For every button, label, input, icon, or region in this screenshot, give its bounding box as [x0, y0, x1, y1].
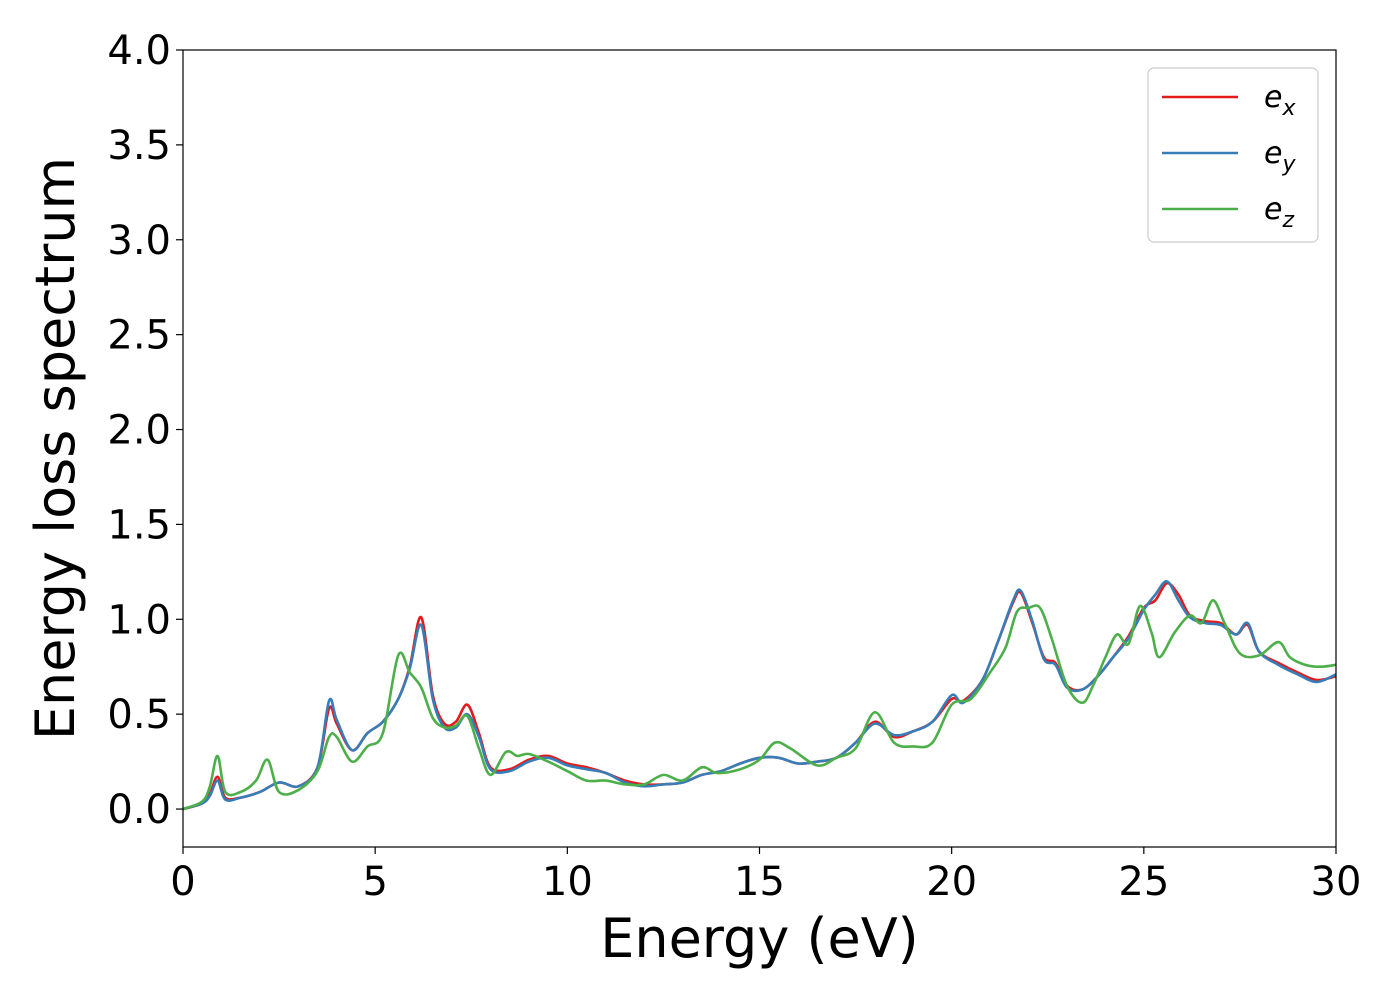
x-tick-label: 30: [1311, 859, 1362, 905]
y-axis-ticks: 0.0 0.5 1.0 1.5 2.0 2.5 3.0 3.5 4.0: [107, 28, 183, 833]
legend: ex ey ez: [1147, 67, 1319, 243]
x-tick-label: 10: [542, 859, 593, 905]
series-line-x: [183, 581, 1336, 811]
x-tick-label: 25: [1118, 859, 1169, 905]
y-tick-label: 0.0: [107, 787, 171, 833]
legend-box: [1147, 67, 1319, 243]
series-line-z: [183, 599, 1336, 811]
x-axis-label: Energy (eV): [600, 907, 919, 970]
y-tick-label: 0.5: [107, 692, 171, 738]
y-tick-label: 1.5: [107, 502, 171, 548]
series-layer: [183, 580, 1336, 811]
x-tick-label: 15: [734, 859, 785, 905]
x-tick-label: 5: [362, 859, 387, 905]
y-tick-label: 2.5: [107, 313, 171, 359]
x-tick-label: 20: [926, 859, 977, 905]
series-line-y: [183, 580, 1336, 811]
legend-label-z: ez: [1264, 192, 1294, 233]
x-axis-ticks: 0 5 10 15 20 25 30: [170, 847, 1361, 905]
y-tick-label: 3.5: [107, 123, 171, 169]
legend-label-x: ex: [1264, 80, 1296, 121]
y-tick-label: 2.0: [107, 408, 171, 454]
y-tick-label: 1.0: [107, 597, 171, 643]
legend-label-y: ey: [1264, 136, 1296, 177]
y-tick-label: 3.0: [107, 218, 171, 264]
y-axis-label: Energy loss spectrum: [24, 157, 87, 740]
x-tick-label: 0: [170, 859, 195, 905]
y-tick-label: 4.0: [107, 28, 171, 74]
